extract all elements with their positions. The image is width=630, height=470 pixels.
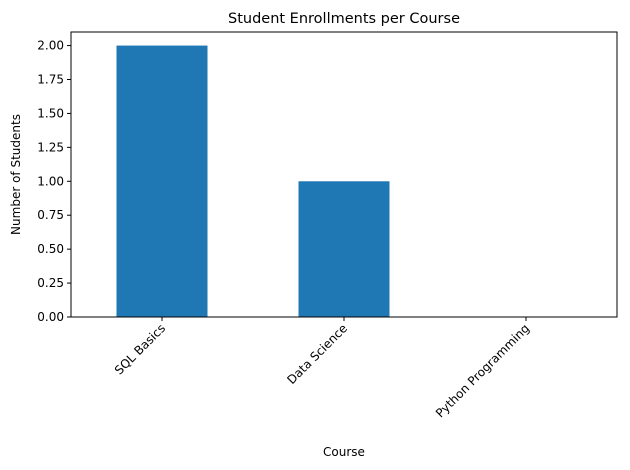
y-tick-label: 1.00 <box>37 174 64 188</box>
y-tick-label: 0.00 <box>37 310 64 324</box>
x-axis-label: Course <box>323 445 365 459</box>
x-tick-label: SQL Basics <box>112 321 168 377</box>
y-tick-label: 1.75 <box>37 73 64 87</box>
x-tick-label: Python Programming <box>433 321 532 420</box>
y-tick-label: 0.25 <box>37 276 64 290</box>
plot-frame <box>70 31 618 318</box>
y-tick-label: 1.50 <box>37 106 64 120</box>
y-tick-label: 0.75 <box>37 208 64 222</box>
y-tick-label: 1.25 <box>37 140 64 154</box>
chart-title: Student Enrollments per Course <box>228 11 460 27</box>
y-tick-label: 0.50 <box>37 242 64 256</box>
y-axis-ticks: 0.00 0.25 0.50 0.75 1.00 1.25 1.50 1.75 2.00 <box>37 39 71 324</box>
bar-data-science <box>298 181 390 317</box>
y-axis-label: Number of Students <box>9 114 23 235</box>
x-axis-ticks: SQL Basics Data Science Python Programming <box>112 317 532 420</box>
x-tick-label: Data Science <box>284 321 350 387</box>
y-tick-label: 2.00 <box>37 39 64 53</box>
bars-group <box>116 45 390 317</box>
bar-sql-basics <box>116 45 208 317</box>
